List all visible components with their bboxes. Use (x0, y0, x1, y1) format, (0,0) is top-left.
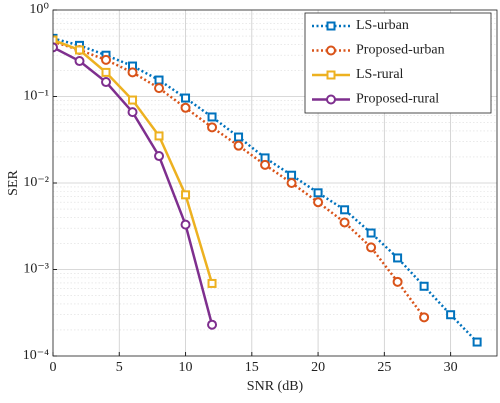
marker (101, 77, 112, 88)
marker (340, 205, 350, 215)
marker (181, 190, 191, 200)
marker (366, 242, 377, 253)
labels: 10⁻⁴ 10⁻³ 10⁻² 10⁻¹ 10⁰ 0 5 10 15 20 25 30 (23, 2, 458, 375)
marker (313, 197, 324, 208)
x-tick-label: 5 (116, 360, 123, 375)
marker (53, 35, 58, 45)
series-line (53, 40, 426, 319)
marker (287, 170, 297, 180)
y-axis-label: SER (6, 170, 21, 196)
marker (207, 122, 218, 133)
x-tick-label: 20 (311, 360, 325, 375)
marker (472, 337, 482, 347)
y-tick-label: 10⁰ (29, 2, 49, 17)
marker (154, 151, 165, 162)
marker (207, 278, 217, 288)
y-tick-label: 10⁻² (23, 175, 49, 190)
legend-label: Proposed-urban (356, 43, 445, 58)
marker (127, 107, 138, 118)
x-tick-label: 15 (245, 360, 259, 375)
marker (207, 112, 217, 122)
marker (74, 56, 85, 67)
legend-label: LS-urban (356, 18, 409, 33)
marker (180, 102, 191, 113)
marker (154, 75, 164, 85)
y-tick-label: 10⁻¹ (23, 89, 49, 104)
marker (366, 228, 376, 238)
marker (326, 94, 336, 105)
marker (326, 70, 336, 80)
legend: LS-urban Proposed-urban LS-rural Proposed-r… (304, 12, 492, 114)
marker (207, 319, 218, 330)
marker (154, 131, 164, 141)
marker (313, 188, 323, 198)
legend-label: LS-rural (356, 67, 404, 82)
marker (286, 178, 297, 188)
x-tick-label: 10 (179, 360, 193, 375)
marker (393, 253, 403, 263)
marker (260, 159, 271, 170)
marker (326, 45, 336, 56)
marker (181, 93, 191, 103)
legend-label: Proposed-rural (356, 92, 439, 107)
marker (392, 276, 403, 287)
marker (419, 281, 429, 291)
marker (234, 132, 244, 142)
marker (233, 140, 244, 151)
x-tick-label: 25 (377, 360, 391, 375)
marker (154, 83, 165, 94)
x-tick-label: 0 (50, 360, 57, 375)
y-tick-label: 10⁻⁴ (23, 348, 49, 363)
marker (53, 42, 58, 53)
x-tick-label: 30 (444, 360, 458, 375)
marker (128, 95, 138, 105)
marker (75, 45, 85, 55)
marker (101, 54, 112, 65)
marker (446, 310, 456, 320)
legend-box (304, 12, 492, 114)
marker (419, 312, 430, 323)
marker (326, 21, 336, 31)
y-tick-label: 10⁻³ (23, 262, 49, 277)
marker (101, 67, 111, 77)
x-axis-label: SNR (dB) (247, 379, 304, 394)
lines (53, 33, 482, 347)
marker (339, 217, 350, 228)
marker (180, 219, 191, 230)
marker (127, 67, 138, 78)
